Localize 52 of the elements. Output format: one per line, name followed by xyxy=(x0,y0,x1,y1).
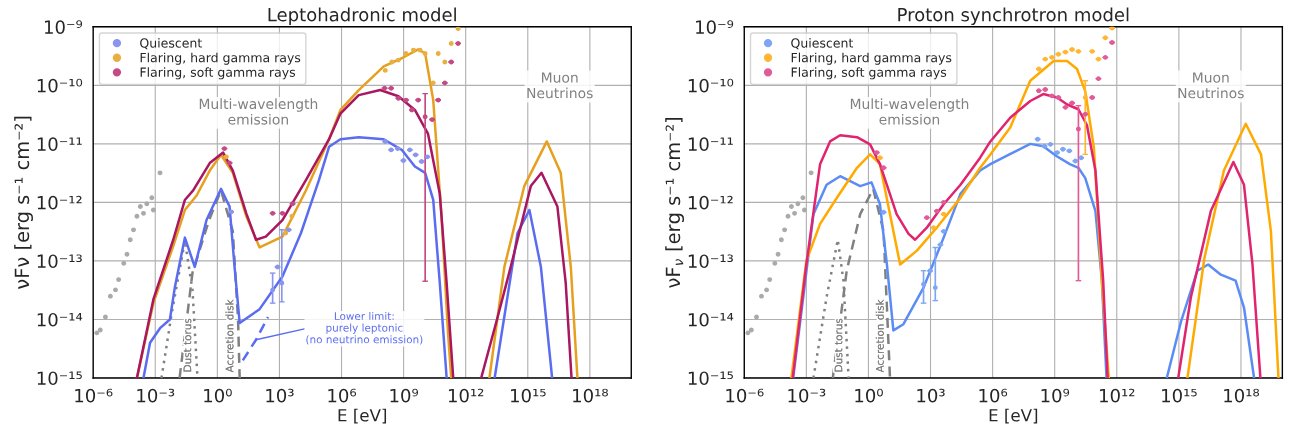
x-tick-label: 10¹² xyxy=(448,388,484,403)
y-tick-label: 10⁻¹⁵ xyxy=(688,371,733,386)
x-tick-label: 10³ xyxy=(917,388,945,403)
legend-label: Flaring, hard gamma rays xyxy=(791,52,952,65)
y-tick-label: 10⁻¹⁰ xyxy=(688,78,734,93)
y-tick-label: 10⁻⁹ xyxy=(696,20,734,34)
legend-label: Flaring, hard gamma rays xyxy=(140,52,301,65)
y-axis-title: νF$_{ν}$ [erg s⁻¹ cm⁻²] xyxy=(665,117,685,288)
text: Accretion disk xyxy=(875,299,884,373)
x-tick-label: 10¹² xyxy=(1100,388,1135,403)
y-axis-title: νFν [erg s⁻¹ cm⁻²] xyxy=(14,116,33,289)
y-tick-label: 10⁻¹⁰ xyxy=(37,78,83,93)
x-tick-label: 10¹⁵ xyxy=(511,388,546,403)
x-tick-label: 10¹⁸ xyxy=(573,388,608,403)
annotation: Muon Neutrinos xyxy=(1178,72,1244,99)
legend-label: Quiescent xyxy=(140,38,202,50)
x-tick-label: 10⁶ xyxy=(328,388,357,403)
chart-title: Leptohadronic model xyxy=(268,7,456,25)
x-tick-label: 10¹⁸ xyxy=(1224,388,1260,403)
y-tick-label: 10⁻¹² xyxy=(37,195,82,210)
x-tick-label: 10⁻³ xyxy=(788,388,826,403)
annotation: Multi-wavelength emission xyxy=(850,98,969,125)
x-axis-title: E [eV] xyxy=(989,408,1038,424)
legend-label: Quiescent xyxy=(791,38,854,50)
annotation: Lower limit: purely leptonic (no neutrino emission) xyxy=(306,311,423,345)
annotation: Muon Neutrinos xyxy=(527,72,593,99)
y-tick-label: 10⁻¹¹ xyxy=(37,137,82,151)
x-tick-label: 10⁻⁶ xyxy=(726,388,764,403)
x-tick-label: 10⁰ xyxy=(204,388,232,403)
annotation: Multi-wavelength emission xyxy=(199,98,318,125)
y-tick-label: 10⁻¹³ xyxy=(688,254,733,269)
x-tick-label: 10⁻⁶ xyxy=(75,388,113,403)
x-tick-label: 10⁻³ xyxy=(137,388,175,403)
y-tick-label: 10⁻¹³ xyxy=(37,254,82,269)
legend-label: Flaring, soft gamma rays xyxy=(791,67,947,80)
y-tick-label: 10⁻¹⁴ xyxy=(688,312,734,327)
legend-label: Flaring, soft gamma rays xyxy=(140,67,296,80)
text: Dust torus xyxy=(183,318,192,372)
chart-title: Proton synchrotron model xyxy=(898,7,1129,25)
y-tick-label: 10⁻¹² xyxy=(688,195,733,210)
x-tick-label: 10⁶ xyxy=(979,388,1008,403)
x-tick-label: 10⁰ xyxy=(855,388,883,403)
x-tick-label: 10¹⁵ xyxy=(1162,388,1197,403)
x-tick-label: 10⁹ xyxy=(390,388,419,403)
y-tick-label: 10⁻⁹ xyxy=(44,20,83,34)
x-tick-label: 10⁹ xyxy=(1041,388,1070,403)
y-tick-label: 10⁻¹¹ xyxy=(688,137,733,151)
y-tick-label: 10⁻¹⁵ xyxy=(37,371,82,386)
text: Accretion disk xyxy=(225,299,234,373)
y-tick-label: 10⁻¹⁴ xyxy=(37,312,83,327)
x-axis-title: E [eV] xyxy=(338,408,387,424)
x-tick-label: 10³ xyxy=(266,388,294,403)
